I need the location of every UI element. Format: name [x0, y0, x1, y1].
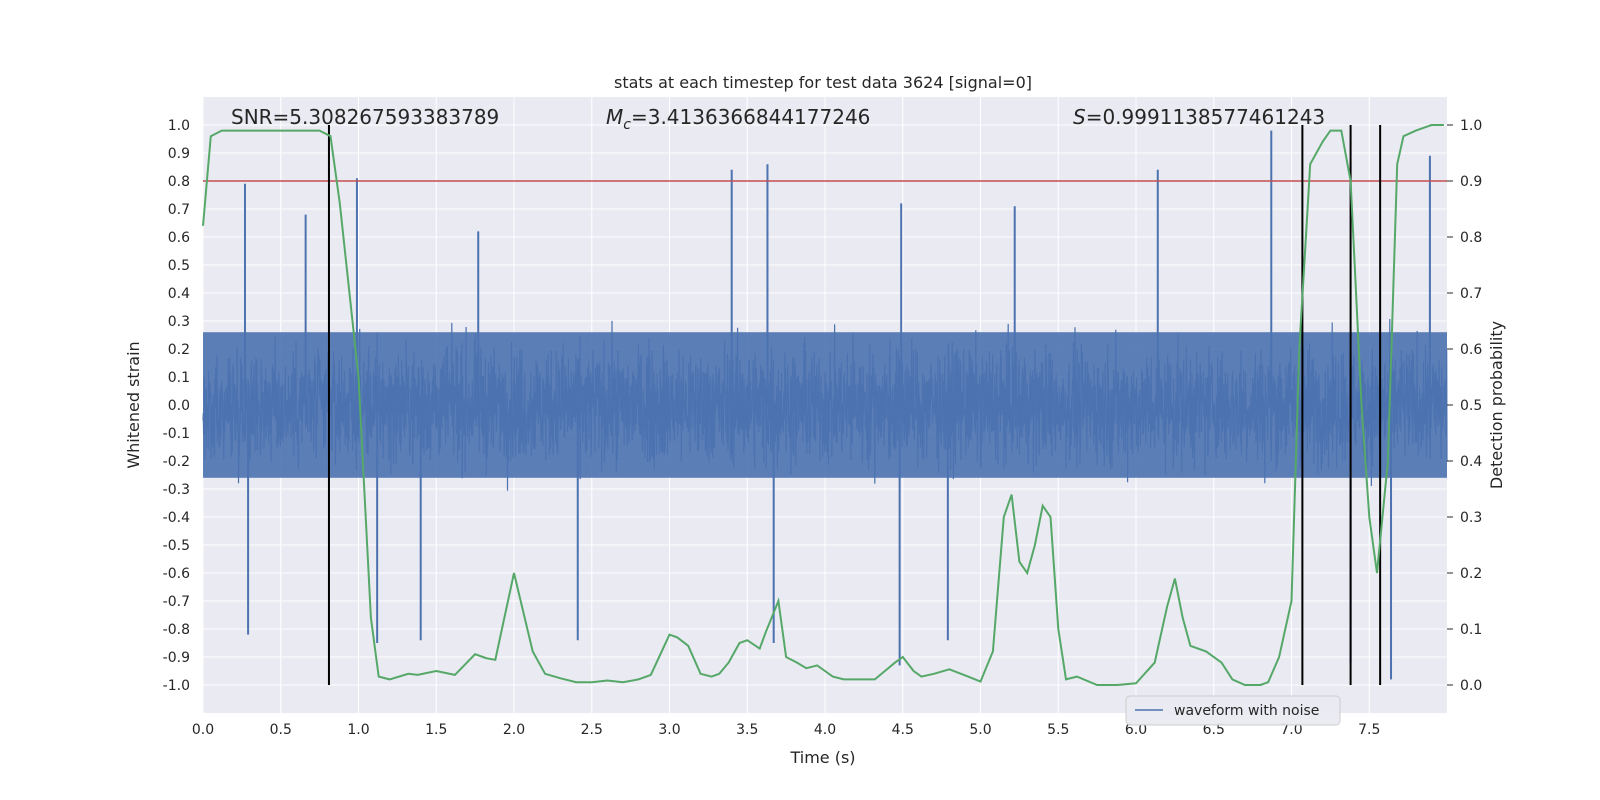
legend: waveform with noise — [1125, 695, 1341, 726]
mc-value: =3.4136366844177246 — [631, 105, 870, 129]
probability-series — [202, 124, 1444, 686]
y-left-tick-label: 0.3 — [168, 314, 190, 330]
x-tick-label: 4.0 — [814, 722, 836, 738]
x-tick-label: 2.0 — [503, 722, 525, 738]
x-tick-label: 3.0 — [658, 722, 680, 738]
y-right-tick-label: 1.0 — [1460, 118, 1482, 134]
probability-line — [202, 124, 1444, 686]
x-tick-label: 2.5 — [581, 722, 603, 738]
chirp-mass-annotation: Mc=3.4136366844177246 — [606, 105, 870, 133]
y-right-tick-label: 0.8 — [1460, 230, 1482, 246]
y-right-tick-label: 0.9 — [1460, 174, 1482, 190]
y-right-tick-label: 0.1 — [1460, 622, 1482, 638]
y-left-tick-label: -0.3 — [163, 482, 190, 498]
y-left-tick-label: -0.1 — [163, 426, 190, 442]
s-value: =0.9991138577461243 — [1086, 105, 1325, 129]
y-right-tick-labels: 1.0 0.9 0.8 0.7 0.6 0.5 0.4 0.3 0.2 0.1 0.0 — [1447, 118, 1482, 694]
y-left-tick-label: -0.8 — [163, 622, 190, 638]
y-left-tick-labels: 1.0 0.9 0.8 0.7 0.6 0.5 0.4 0.3 0.2 0.1 0.0 -0.1 -0.… — [163, 118, 190, 694]
score-annotation: S=0.9991138577461243 — [1073, 105, 1325, 129]
y-right-tick-label: 0.3 — [1460, 510, 1482, 526]
x-tick-label: 0.0 — [192, 722, 214, 738]
mc-subscript: c — [623, 117, 631, 133]
y-left-tick-label: 0.2 — [168, 342, 190, 358]
x-tick-label: 7.5 — [1358, 722, 1380, 738]
waveform-core — [203, 332, 1447, 478]
x-tick-label: 7.0 — [1280, 722, 1302, 738]
x-tick-label: 3.5 — [736, 722, 758, 738]
y-left-tick-label: 0.5 — [168, 258, 190, 274]
legend-label: waveform with noise — [1174, 703, 1319, 719]
y-right-tick-label: 0.5 — [1460, 398, 1482, 414]
x-tick-labels: 0.0 0.5 1.0 1.5 2.0 2.5 3.0 3.5 4.0 4.5 5.0 5.5 6.0 6… — [192, 722, 1381, 738]
s-symbol: S — [1073, 105, 1086, 129]
mc-symbol: M — [606, 105, 623, 129]
x-tick-label: 4.5 — [892, 722, 914, 738]
event-markers — [327, 125, 1382, 685]
y-right-tick-label: 0.4 — [1460, 454, 1482, 470]
x-tick-label: 6.0 — [1125, 722, 1147, 738]
y-left-tick-label: -0.5 — [163, 538, 190, 554]
x-tick-label: 5.0 — [969, 722, 991, 738]
x-tick-label: 1.0 — [347, 722, 369, 738]
y-left-tick-label: 0.4 — [168, 286, 190, 302]
x-axis-label: Time (s) — [789, 748, 855, 767]
x-tick-label: 1.5 — [425, 722, 447, 738]
y-left-axis-label: Whitened strain — [124, 341, 143, 468]
y-right-tick-label: 0.0 — [1460, 678, 1482, 694]
legend-box — [1125, 695, 1341, 726]
y-right-axis-label: Detection probability — [1487, 321, 1506, 489]
x-tick-label: 0.5 — [270, 722, 292, 738]
y-left-tick-label: -0.6 — [163, 566, 190, 582]
y-left-tick-label: -1.0 — [163, 678, 190, 694]
y-right-tick-label: 0.6 — [1460, 342, 1482, 358]
y-left-tick-label: 0.8 — [168, 174, 190, 190]
x-tick-label: 5.5 — [1047, 722, 1069, 738]
y-left-tick-label: 1.0 — [168, 118, 190, 134]
y-left-tick-label: 0.0 — [168, 398, 190, 414]
y-left-tick-label: 0.1 — [168, 370, 190, 386]
snr-annotation: SNR=5.308267593383789 — [231, 105, 499, 129]
y-left-tick-label: 0.7 — [168, 202, 190, 218]
y-right-tick-label: 0.7 — [1460, 286, 1482, 302]
y-left-tick-label: -0.9 — [163, 650, 190, 666]
chart-title: stats at each timestep for test data 362… — [614, 73, 1032, 92]
waveform-series — [202, 130, 1448, 680]
x-tick-label: 6.5 — [1203, 722, 1225, 738]
y-left-tick-label: 0.9 — [168, 146, 190, 162]
y-left-tick-label: -0.4 — [163, 510, 190, 526]
y-left-tick-label: -0.7 — [163, 594, 190, 610]
y-right-tick-label: 0.2 — [1460, 566, 1482, 582]
y-left-tick-label: 0.6 — [168, 230, 190, 246]
y-left-tick-label: -0.2 — [163, 454, 190, 470]
